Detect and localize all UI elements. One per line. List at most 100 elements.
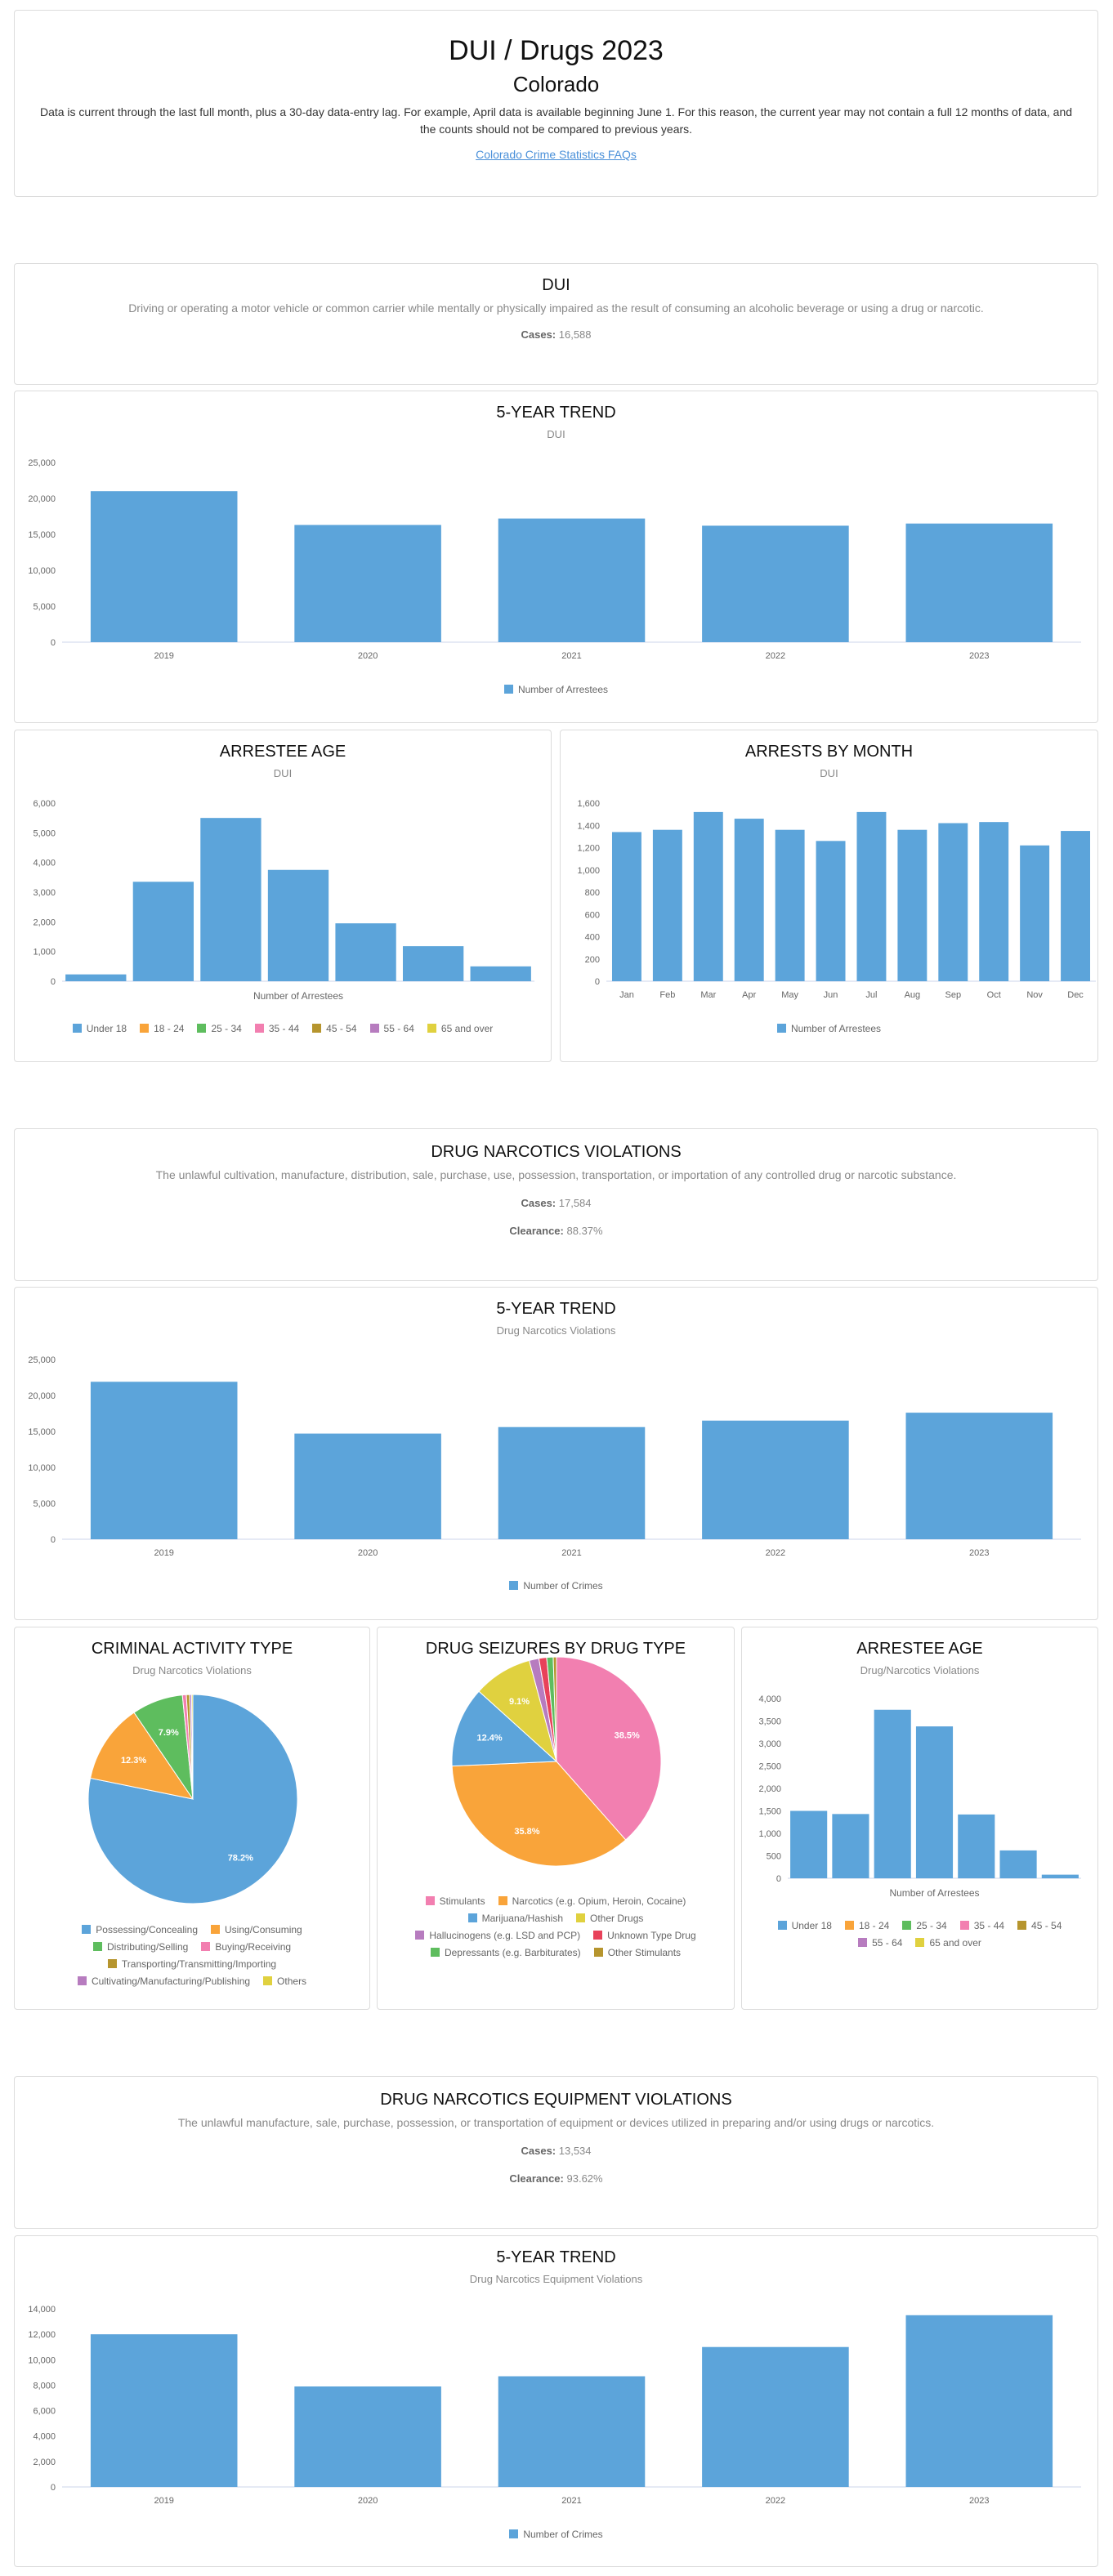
bar[interactable] [652, 829, 682, 981]
bar[interactable] [856, 811, 887, 981]
legend-item[interactable]: Using/Consuming [211, 1922, 302, 1939]
section-title-drug: DRUG NARCOTICS VIOLATIONS [431, 1143, 682, 1161]
x-tick-label: Jun [824, 990, 838, 1000]
y-tick-label: 25,000 [28, 458, 56, 468]
bar[interactable] [979, 822, 1009, 981]
legend-item[interactable]: 65 and over [915, 1935, 981, 1952]
bar[interactable] [693, 811, 723, 981]
chart-subtitle: DUI [820, 767, 838, 779]
bar[interactable] [294, 525, 441, 642]
legend-item[interactable]: Unknown Type Drug [593, 1927, 696, 1944]
legend-item[interactable]: 65 and over [427, 1020, 493, 1038]
faq-link[interactable]: Colorado Crime Statistics FAQs [476, 148, 637, 161]
legend-item[interactable]: Number of Arrestees [776, 1020, 881, 1038]
legend-item[interactable]: 18 - 24 [844, 1917, 889, 1935]
legend-label: 45 - 54 [1031, 1920, 1062, 1931]
bar[interactable] [938, 823, 968, 981]
bar[interactable] [335, 923, 396, 981]
legend-swatch [503, 685, 513, 694]
bar[interactable] [999, 1850, 1037, 1878]
pie-slice[interactable] [552, 1656, 557, 1762]
legend-item[interactable]: Narcotics (e.g. Opium, Heroin, Cocaine) [498, 1893, 686, 1910]
legend-item[interactable]: Stimulants [425, 1893, 485, 1910]
bar[interactable] [958, 1814, 995, 1878]
bar[interactable] [294, 1433, 441, 1539]
pie-slice[interactable] [87, 1694, 298, 1904]
legend-item[interactable]: 25 - 34 [197, 1020, 242, 1038]
pie-slice[interactable] [89, 1712, 194, 1800]
legend-item[interactable]: Under 18 [72, 1020, 127, 1038]
legend-item[interactable]: 55 - 64 [369, 1020, 414, 1038]
y-tick-label: 20,000 [28, 494, 56, 504]
legend-item[interactable]: 35 - 44 [959, 1917, 1004, 1935]
bar[interactable] [402, 946, 464, 981]
x-tick-label: Dec [1067, 990, 1084, 1000]
legend-swatch [593, 1931, 603, 1940]
pie-slice[interactable] [190, 1694, 194, 1800]
legend-swatch [263, 1976, 273, 1985]
legend-item[interactable]: Number of Crimes [509, 1578, 603, 1595]
bar[interactable] [132, 882, 194, 981]
legend-item[interactable]: Marijuana/Hashish [467, 1910, 563, 1927]
bar[interactable] [915, 1726, 954, 1878]
bar[interactable] [498, 518, 646, 642]
pie-slice[interactable] [451, 1761, 627, 1867]
legend-item[interactable]: 45 - 54 [312, 1020, 357, 1038]
bar[interactable] [267, 869, 329, 981]
bar[interactable] [702, 2346, 849, 2487]
legend-label: 18 - 24 [154, 1023, 185, 1034]
legend-item[interactable]: Hallucinogens (e.g. LSD and PCP) [415, 1927, 580, 1944]
bar[interactable] [874, 1709, 911, 1878]
pie-slice[interactable] [451, 1690, 558, 1767]
bar[interactable] [200, 818, 261, 981]
bar[interactable] [1061, 831, 1091, 981]
legend-item[interactable]: 18 - 24 [140, 1020, 184, 1038]
x-tick-label: Feb [659, 990, 675, 1000]
legend-item[interactable]: Distributing/Selling [92, 1939, 188, 1956]
bar[interactable] [790, 1810, 828, 1879]
legend-item[interactable]: 55 - 64 [858, 1935, 902, 1952]
x-tick-label: 2021 [561, 651, 581, 661]
bar[interactable] [1041, 1874, 1079, 1878]
bar[interactable] [65, 974, 127, 981]
legend-item[interactable]: Transporting/Transmitting/Importing [107, 1956, 276, 1973]
bar[interactable] [905, 1413, 1053, 1539]
bar[interactable] [702, 1420, 849, 1539]
legend-item[interactable]: Possessing/Concealing [82, 1922, 198, 1939]
bar[interactable] [90, 1382, 238, 1539]
legend-item[interactable]: Number of Crimes [509, 2526, 603, 2543]
pie-slice[interactable] [556, 1656, 662, 1841]
bar[interactable] [816, 841, 846, 981]
bar[interactable] [611, 832, 641, 981]
bar[interactable] [90, 491, 238, 642]
legend-item[interactable]: 25 - 34 [902, 1917, 947, 1935]
bar[interactable] [905, 523, 1053, 642]
legend-item[interactable]: Cultivating/Manufacturing/Publishing [77, 1973, 250, 1990]
legend-item[interactable]: Buying/Receiving [201, 1939, 291, 1956]
legend-item[interactable]: 45 - 54 [1017, 1917, 1062, 1935]
legend-item[interactable]: Under 18 [777, 1917, 832, 1935]
bar[interactable] [734, 819, 764, 981]
legend-item[interactable]: Others [263, 1973, 306, 1990]
data-label: 12.3% [121, 1756, 146, 1766]
bar[interactable] [470, 966, 531, 981]
legend-item[interactable]: Other Drugs [576, 1910, 643, 1927]
bar[interactable] [832, 1814, 869, 1878]
bar[interactable] [498, 2376, 646, 2487]
bar[interactable] [498, 1426, 646, 1539]
bar[interactable] [90, 2334, 238, 2487]
legend-item[interactable]: Other Stimulants [593, 1944, 681, 1962]
x-tick-label: 2022 [766, 1548, 785, 1558]
bar[interactable] [775, 829, 805, 981]
legend-item[interactable]: Depressants (e.g. Barbiturates) [430, 1944, 581, 1962]
bar[interactable] [702, 525, 849, 642]
legend-item[interactable]: 35 - 44 [254, 1020, 299, 1038]
legend-item[interactable]: Number of Arrestees [503, 681, 608, 699]
criminal-activity-card: CRIMINAL ACTIVITY TYPE Drug Narcotics Vio… [14, 1627, 370, 2010]
y-tick-label: 0 [776, 1874, 781, 1884]
bar[interactable] [905, 2315, 1053, 2487]
legend-swatch [467, 1913, 477, 1922]
bar[interactable] [294, 2386, 441, 2487]
bar[interactable] [897, 829, 928, 981]
bar[interactable] [1020, 845, 1050, 981]
